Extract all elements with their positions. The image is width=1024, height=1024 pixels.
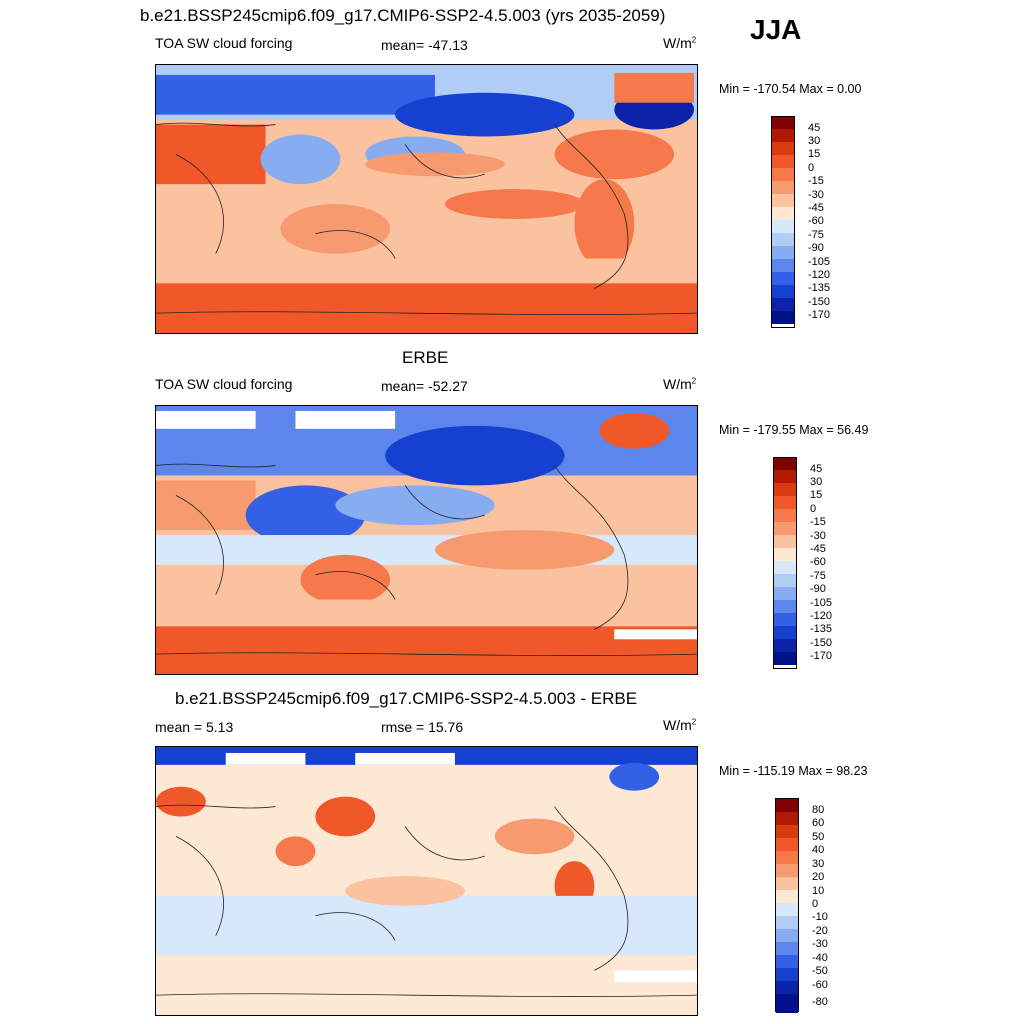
panel2-colorbar <box>773 457 797 669</box>
tick: 45 <box>810 463 823 475</box>
tick: -120 <box>808 269 831 281</box>
tick: -60 <box>810 556 826 568</box>
panel2-field <box>156 406 697 674</box>
tick: -30 <box>808 189 824 201</box>
panel3-rmse-label: rmse = 15.76 <box>381 719 464 735</box>
panel2-left-label: TOA SW cloud forcing <box>155 376 293 392</box>
panel3-units: W/m2 <box>663 717 697 733</box>
tick: 45 <box>808 122 821 134</box>
tick: -135 <box>808 282 831 294</box>
tick: 50 <box>812 831 825 843</box>
tick: -105 <box>810 597 833 609</box>
tick: -75 <box>808 229 824 241</box>
tick: -150 <box>810 637 833 649</box>
panel2-minmax: Min = -179.55 Max = 56.49 <box>719 423 869 437</box>
season-label: JJA <box>750 14 802 45</box>
panel3-colorbar <box>775 798 799 1013</box>
panel1-minmax: Min = -170.54 Max = 0.00 <box>719 82 862 96</box>
panel2-units: W/m2 <box>663 376 697 392</box>
tick: -135 <box>810 623 833 635</box>
tick: -60 <box>808 215 824 227</box>
tick: -60 <box>812 979 828 991</box>
tick: -90 <box>808 242 824 254</box>
tick: 30 <box>810 476 823 488</box>
panel3-field <box>156 747 697 1015</box>
panel1-left-label: TOA SW cloud forcing <box>155 35 293 51</box>
tick: 40 <box>812 844 825 856</box>
tick: -50 <box>812 965 828 977</box>
panel1-mean-label: mean= -47.13 <box>381 37 468 53</box>
tick: -10 <box>812 911 828 923</box>
panel1-units: W/m2 <box>663 35 697 51</box>
tick: -15 <box>810 516 826 528</box>
panel3-title: b.e21.BSSP245cmip6.f09_g17.CMIP6-SSP2-4.… <box>175 689 638 708</box>
figure-title: b.e21.BSSP245cmip6.f09_g17.CMIP6-SSP2-4.… <box>140 6 666 25</box>
tick: 20 <box>812 871 825 883</box>
tick: 0 <box>812 898 819 910</box>
panel3-minmax: Min = -115.19 Max = 98.23 <box>719 764 868 778</box>
tick: -170 <box>808 309 831 321</box>
panel2-mean-label: mean= -52.27 <box>381 378 468 394</box>
panel2-map <box>155 405 698 675</box>
tick: -90 <box>810 583 826 595</box>
tick: -45 <box>808 202 824 214</box>
panel2-title: ERBE <box>402 348 449 367</box>
tick: 0 <box>810 503 817 515</box>
panel1-colorbar <box>771 116 795 328</box>
tick: -20 <box>812 925 828 937</box>
tick: 15 <box>810 489 823 501</box>
tick: 0 <box>808 162 815 174</box>
tick: -150 <box>808 296 831 308</box>
panel1-map <box>155 64 698 334</box>
tick: -80 <box>812 996 828 1008</box>
tick: 30 <box>812 858 825 870</box>
tick: -170 <box>810 650 833 662</box>
tick: 10 <box>812 885 825 897</box>
panel3-map <box>155 746 698 1016</box>
tick: -30 <box>810 530 826 542</box>
tick: 15 <box>808 148 821 160</box>
tick: 80 <box>812 804 825 816</box>
tick: 30 <box>808 135 821 147</box>
tick: -40 <box>812 952 828 964</box>
tick: -120 <box>810 610 833 622</box>
tick: -15 <box>808 175 824 187</box>
tick: 60 <box>812 817 825 829</box>
panel3-mean-label: mean = 5.13 <box>155 719 234 735</box>
tick: -30 <box>812 938 828 950</box>
tick: -105 <box>808 256 831 268</box>
tick: -75 <box>810 570 826 582</box>
panel1-field <box>156 65 697 333</box>
tick: -45 <box>810 543 826 555</box>
